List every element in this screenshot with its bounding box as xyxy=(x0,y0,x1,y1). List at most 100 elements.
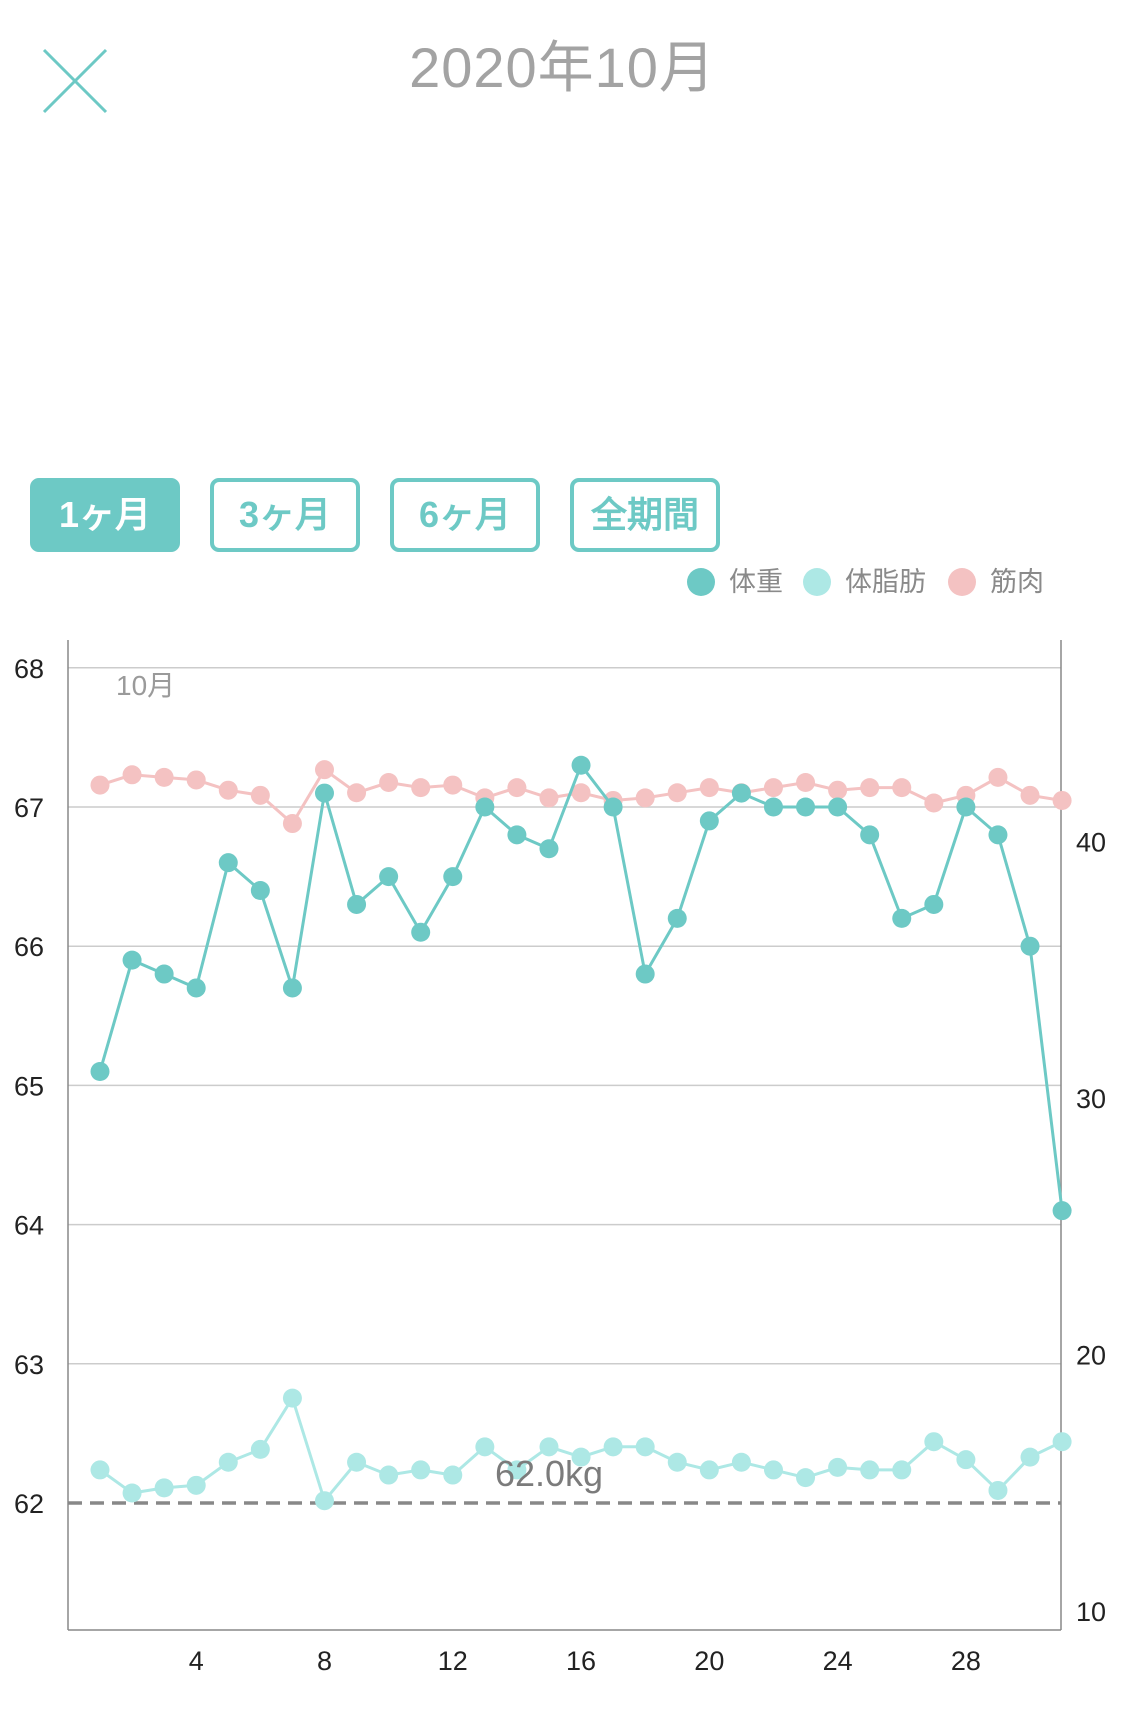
y-right-tick-label: 10 xyxy=(1076,1597,1106,1627)
data-point-weight xyxy=(571,755,591,775)
tab-1-month[interactable]: 1ヶ月 xyxy=(30,478,180,552)
tab-6-months[interactable]: 6ヶ月 xyxy=(390,478,540,552)
legend-label-muscle: 筋肉 xyxy=(990,567,1044,597)
data-point-muscle xyxy=(347,783,367,803)
close-icon xyxy=(42,48,108,114)
data-point-body-fat xyxy=(379,1465,399,1485)
data-point-body-fat xyxy=(603,1437,623,1457)
data-point-body-fat xyxy=(122,1483,142,1503)
data-point-weight xyxy=(956,797,976,817)
data-point-muscle xyxy=(90,775,110,795)
data-point-body-fat xyxy=(571,1447,591,1467)
data-point-muscle xyxy=(122,765,142,785)
data-point-muscle xyxy=(699,778,719,798)
body-fat-dot-icon xyxy=(803,568,831,596)
data-point-body-fat xyxy=(539,1437,559,1457)
y-left-tick-label: 65 xyxy=(14,1071,44,1101)
data-point-muscle xyxy=(796,773,816,793)
data-point-weight xyxy=(699,811,719,831)
data-point-body-fat xyxy=(635,1437,655,1457)
data-point-body-fat xyxy=(796,1468,816,1488)
data-point-weight xyxy=(539,839,559,859)
weight-dot-icon xyxy=(687,568,715,596)
data-point-body-fat xyxy=(347,1452,367,1472)
data-point-muscle xyxy=(988,767,1008,787)
data-point-body-fat xyxy=(314,1491,334,1511)
page-title: 2020年10月 xyxy=(409,36,716,99)
data-point-muscle xyxy=(218,780,238,800)
data-point-body-fat xyxy=(218,1452,238,1472)
data-point-muscle xyxy=(250,785,270,805)
data-point-muscle xyxy=(667,783,687,803)
x-tick-label: 12 xyxy=(438,1646,468,1676)
data-point-muscle xyxy=(892,778,912,798)
data-point-weight xyxy=(667,908,687,928)
data-point-body-fat xyxy=(892,1460,912,1480)
tab-all-period[interactable]: 全期間 xyxy=(570,478,720,552)
data-point-muscle xyxy=(186,770,206,790)
data-point-weight xyxy=(475,797,495,817)
data-point-weight xyxy=(860,825,880,845)
data-point-weight xyxy=(796,797,816,817)
data-point-body-fat xyxy=(154,1478,174,1498)
series-line-weight xyxy=(98,762,1064,1211)
data-point-weight xyxy=(731,783,751,803)
data-point-body-fat xyxy=(924,1432,944,1452)
data-point-body-fat xyxy=(411,1460,431,1480)
data-point-muscle xyxy=(763,778,783,798)
data-point-body-fat xyxy=(507,1460,527,1480)
data-point-muscle xyxy=(1052,790,1072,810)
data-point-muscle xyxy=(860,778,880,798)
data-point-weight xyxy=(122,950,142,970)
data-point-muscle xyxy=(154,767,174,787)
y-left-tick-label: 67 xyxy=(14,793,44,823)
data-point-weight xyxy=(635,964,655,984)
x-tick-label: 8 xyxy=(317,1646,332,1676)
data-point-weight xyxy=(763,797,783,817)
data-point-body-fat xyxy=(186,1475,206,1495)
y-right-tick-label: 30 xyxy=(1076,1084,1106,1114)
data-point-body-fat xyxy=(1052,1432,1072,1452)
month-label: 10月 xyxy=(116,670,175,701)
data-point-weight xyxy=(507,825,527,845)
data-point-muscle xyxy=(635,788,655,808)
data-point-muscle xyxy=(411,778,431,798)
target-label: 62.0kg xyxy=(495,1453,603,1494)
data-point-body-fat xyxy=(828,1457,848,1477)
data-point-body-fat xyxy=(90,1460,110,1480)
close-button[interactable] xyxy=(40,46,110,116)
data-point-muscle xyxy=(539,788,559,808)
legend-label-weight: 体重 xyxy=(729,567,783,597)
data-point-muscle xyxy=(571,783,591,803)
data-point-body-fat xyxy=(860,1460,880,1480)
data-point-body-fat xyxy=(667,1452,687,1472)
data-point-weight xyxy=(828,797,848,817)
data-point-body-fat xyxy=(763,1460,783,1480)
y-right-tick-label: 40 xyxy=(1076,828,1106,858)
data-point-weight xyxy=(411,922,431,942)
y-right-tick-label: 20 xyxy=(1076,1341,1106,1371)
data-point-body-fat xyxy=(443,1465,463,1485)
chart-legend: 体重 体脂肪 筋肉 xyxy=(0,562,1125,602)
data-point-body-fat xyxy=(1020,1447,1040,1467)
data-point-body-fat xyxy=(731,1452,751,1472)
tab-3-months[interactable]: 3ヶ月 xyxy=(210,478,360,552)
y-left-tick-label: 62 xyxy=(14,1489,44,1519)
data-point-weight xyxy=(186,978,206,998)
y-left-tick-label: 63 xyxy=(14,1350,44,1380)
data-point-weight xyxy=(218,853,238,873)
data-point-muscle xyxy=(828,780,848,800)
data-point-body-fat xyxy=(250,1439,270,1459)
data-point-weight xyxy=(250,881,270,901)
data-point-body-fat xyxy=(475,1437,495,1457)
y-left-tick-label: 66 xyxy=(14,932,44,962)
data-point-weight xyxy=(1020,936,1040,956)
data-point-weight xyxy=(282,978,302,998)
data-point-weight xyxy=(154,964,174,984)
data-point-body-fat xyxy=(956,1450,976,1470)
x-tick-label: 24 xyxy=(823,1646,853,1676)
data-point-weight xyxy=(90,1061,110,1081)
data-point-weight xyxy=(347,894,367,914)
data-point-weight xyxy=(314,783,334,803)
